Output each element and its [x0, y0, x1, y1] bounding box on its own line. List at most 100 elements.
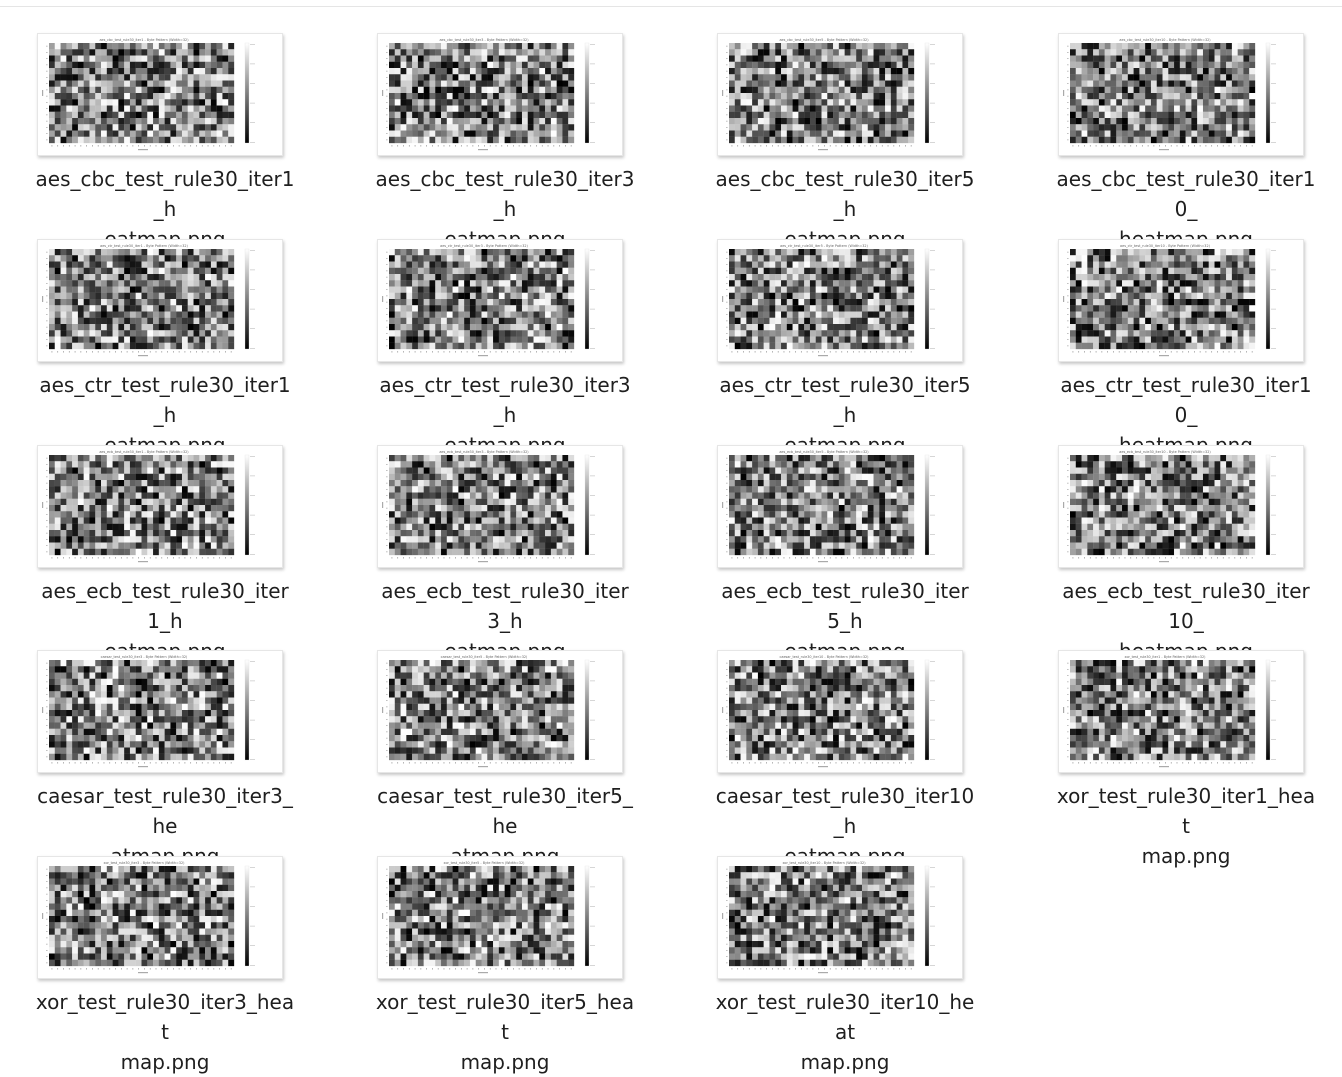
- heatmap-preview: xor_test_rule30_iter5 - Byte Pattern (Wi…: [382, 861, 595, 974]
- heatmap-title: aes_ecb_test_rule30_iter3 - Byte Pattern…: [439, 450, 529, 454]
- heatmap-colorbar: [244, 865, 250, 967]
- heatmap-title: xor_test_rule30_iter3 - Byte Pattern (Wi…: [104, 861, 186, 865]
- heatmap-preview: caesar_test_rule30_iter3 - Byte Pattern …: [42, 655, 255, 768]
- file-item[interactable]: xor_test_rule30_iter5 - Byte Pattern (Wi…: [340, 823, 670, 1074]
- file-item[interactable]: aes_ecb_test_rule30_iter1 - Byte Pattern…: [0, 412, 330, 663]
- file-thumbnail[interactable]: aes_cbc_test_rule30_iter5 - Byte Pattern…: [717, 33, 963, 156]
- file-item[interactable]: aes_ctr_test_rule30_iter5 - Byte Pattern…: [680, 206, 1010, 457]
- heatmap-colorbar: [244, 659, 250, 761]
- file-name[interactable]: xor_test_rule30_iter10_heat map.png: [680, 987, 1010, 1077]
- file-name-line2: map.png: [460, 1050, 550, 1074]
- heatmap-colorbar: [584, 865, 590, 967]
- file-item[interactable]: aes_ctr_test_rule30_iter3 - Byte Pattern…: [340, 206, 670, 457]
- heatmap-colorbar: [1265, 42, 1271, 144]
- heatmap-cells: [1070, 660, 1256, 761]
- file-item[interactable]: aes_ctr_test_rule30_iter10 - Byte Patter…: [1021, 206, 1342, 457]
- heatmap-title: xor_test_rule30_iter1 - Byte Pattern (Wi…: [1125, 655, 1207, 659]
- file-thumbnail[interactable]: caesar_test_rule30_iter10 - Byte Pattern…: [717, 650, 963, 773]
- file-name[interactable]: xor_test_rule30_iter5_heat map.png: [340, 987, 670, 1077]
- heatmap-colorbar: [584, 248, 590, 350]
- heatmap-preview: aes_ecb_test_rule30_iter10 - Byte Patter…: [1063, 450, 1276, 563]
- heatmap-preview: xor_test_rule30_iter1 - Byte Pattern (Wi…: [1063, 655, 1276, 768]
- file-thumbnail[interactable]: aes_ecb_test_rule30_iter5 - Byte Pattern…: [717, 445, 963, 568]
- file-thumbnail[interactable]: xor_test_rule30_iter1 - Byte Pattern (Wi…: [1058, 650, 1304, 773]
- file-thumbnail[interactable]: aes_cbc_test_rule30_iter1 - Byte Pattern…: [37, 33, 283, 156]
- file-thumbnail[interactable]: aes_cbc_test_rule30_iter10 - Byte Patter…: [1058, 33, 1304, 156]
- file-item[interactable]: xor_test_rule30_iter3 - Byte Pattern (Wi…: [0, 823, 330, 1074]
- file-thumbnail[interactable]: aes_ctr_test_rule30_iter5 - Byte Pattern…: [717, 239, 963, 362]
- heatmap-cells: [729, 249, 915, 350]
- heatmap-preview: caesar_test_rule30_iter5 - Byte Pattern …: [382, 655, 595, 768]
- file-item[interactable]: xor_test_rule30_iter10 - Byte Pattern (W…: [680, 823, 1010, 1074]
- file-name[interactable]: xor_test_rule30_iter1_heat map.png: [1021, 781, 1342, 871]
- heatmap-cells: [49, 866, 235, 967]
- file-thumbnail[interactable]: aes_ctr_test_rule30_iter1 - Byte Pattern…: [37, 239, 283, 362]
- heatmap-colorbar: [924, 248, 930, 350]
- heatmap-preview: caesar_test_rule30_iter10 - Byte Pattern…: [722, 655, 935, 768]
- heatmap-title: aes_ctr_test_rule30_iter3 - Byte Pattern…: [440, 244, 528, 248]
- file-thumbnail[interactable]: aes_ctr_test_rule30_iter10 - Byte Patter…: [1058, 239, 1304, 362]
- file-item[interactable]: caesar_test_rule30_iter5 - Byte Pattern …: [340, 617, 670, 868]
- file-item[interactable]: caesar_test_rule30_iter3 - Byte Pattern …: [0, 617, 330, 868]
- heatmap-preview: aes_cbc_test_rule30_iter10 - Byte Patter…: [1063, 38, 1276, 151]
- file-item[interactable]: aes_cbc_test_rule30_iter10 - Byte Patter…: [1021, 0, 1342, 251]
- heatmap-title: caesar_test_rule30_iter10 - Byte Pattern…: [780, 655, 870, 659]
- file-name-line2: map.png: [800, 1050, 890, 1074]
- file-thumbnail[interactable]: xor_test_rule30_iter3 - Byte Pattern (Wi…: [37, 856, 283, 979]
- file-name-line1: xor_test_rule30_iter10_heat: [715, 990, 975, 1044]
- file-thumbnail[interactable]: xor_test_rule30_iter5 - Byte Pattern (Wi…: [377, 856, 623, 979]
- heatmap-cells: [729, 866, 915, 967]
- heatmap-title: aes_ecb_test_rule30_iter5 - Byte Pattern…: [779, 450, 869, 454]
- heatmap-preview: aes_ctr_test_rule30_iter10 - Byte Patter…: [1063, 244, 1276, 357]
- heatmap-preview: aes_ecb_test_rule30_iter1 - Byte Pattern…: [42, 450, 255, 563]
- file-name-line1: aes_cbc_test_rule30_iter3_h: [375, 167, 635, 221]
- file-thumbnail[interactable]: xor_test_rule30_iter10 - Byte Pattern (W…: [717, 856, 963, 979]
- file-name-line1: caesar_test_rule30_iter5_he: [377, 784, 633, 838]
- file-item[interactable]: aes_cbc_test_rule30_iter5 - Byte Pattern…: [680, 0, 1010, 251]
- heatmap-colorbar: [924, 42, 930, 144]
- file-name-line1: aes_ctr_test_rule30_iter10_: [1060, 373, 1312, 427]
- file-item[interactable]: aes_ecb_test_rule30_iter3 - Byte Pattern…: [340, 412, 670, 663]
- heatmap-colorbar: [1265, 248, 1271, 350]
- file-item[interactable]: aes_ecb_test_rule30_iter10 - Byte Patter…: [1021, 412, 1342, 663]
- file-item[interactable]: xor_test_rule30_iter1 - Byte Pattern (Wi…: [1021, 617, 1342, 868]
- file-item[interactable]: aes_ecb_test_rule30_iter5 - Byte Pattern…: [680, 412, 1010, 663]
- file-name-line1: aes_ecb_test_rule30_iter10_: [1062, 579, 1310, 633]
- file-name-line1: aes_ctr_test_rule30_iter3_h: [379, 373, 631, 427]
- heatmap-preview: aes_cbc_test_rule30_iter1 - Byte Pattern…: [42, 38, 255, 151]
- file-thumbnail[interactable]: aes_ctr_test_rule30_iter3 - Byte Pattern…: [377, 239, 623, 362]
- file-item[interactable]: aes_cbc_test_rule30_iter1 - Byte Pattern…: [0, 0, 330, 251]
- top-divider: [0, 6, 1342, 7]
- file-thumbnail[interactable]: aes_cbc_test_rule30_iter3 - Byte Pattern…: [377, 33, 623, 156]
- heatmap-preview: aes_cbc_test_rule30_iter3 - Byte Pattern…: [382, 38, 595, 151]
- file-thumbnail[interactable]: caesar_test_rule30_iter5 - Byte Pattern …: [377, 650, 623, 773]
- file-thumbnail[interactable]: aes_ecb_test_rule30_iter1 - Byte Pattern…: [37, 445, 283, 568]
- heatmap-cells: [729, 455, 915, 556]
- heatmap-cells: [389, 43, 575, 144]
- heatmap-colorbar: [244, 42, 250, 144]
- heatmap-colorbar: [1265, 454, 1271, 556]
- file-item[interactable]: aes_ctr_test_rule30_iter1 - Byte Pattern…: [0, 206, 330, 457]
- heatmap-preview: xor_test_rule30_iter10 - Byte Pattern (W…: [722, 861, 935, 974]
- heatmap-cells: [49, 43, 235, 144]
- file-thumbnail[interactable]: aes_ecb_test_rule30_iter10 - Byte Patter…: [1058, 445, 1304, 568]
- file-name-line1: aes_cbc_test_rule30_iter1_h: [35, 167, 295, 221]
- heatmap-colorbar: [584, 454, 590, 556]
- heatmap-colorbar: [584, 659, 590, 761]
- file-name-line1: caesar_test_rule30_iter10_h: [715, 784, 975, 838]
- file-item[interactable]: aes_cbc_test_rule30_iter3 - Byte Pattern…: [340, 0, 670, 251]
- file-name-line1: aes_cbc_test_rule30_iter10_: [1056, 167, 1316, 221]
- heatmap-preview: aes_ctr_test_rule30_iter3 - Byte Pattern…: [382, 244, 595, 357]
- heatmap-colorbar: [924, 659, 930, 761]
- heatmap-preview: xor_test_rule30_iter3 - Byte Pattern (Wi…: [42, 861, 255, 974]
- heatmap-preview: aes_ecb_test_rule30_iter5 - Byte Pattern…: [722, 450, 935, 563]
- file-item[interactable]: caesar_test_rule30_iter10 - Byte Pattern…: [680, 617, 1010, 868]
- file-name[interactable]: xor_test_rule30_iter3_heat map.png: [0, 987, 330, 1077]
- heatmap-cells: [389, 249, 575, 350]
- heatmap-cells: [729, 660, 915, 761]
- file-thumbnail[interactable]: aes_ecb_test_rule30_iter3 - Byte Pattern…: [377, 445, 623, 568]
- file-name-line1: xor_test_rule30_iter1_heat: [1056, 784, 1316, 838]
- file-thumbnail[interactable]: caesar_test_rule30_iter3 - Byte Pattern …: [37, 650, 283, 773]
- file-name-line1: caesar_test_rule30_iter3_he: [37, 784, 293, 838]
- file-name-line1: aes_ecb_test_rule30_iter1_h: [41, 579, 289, 633]
